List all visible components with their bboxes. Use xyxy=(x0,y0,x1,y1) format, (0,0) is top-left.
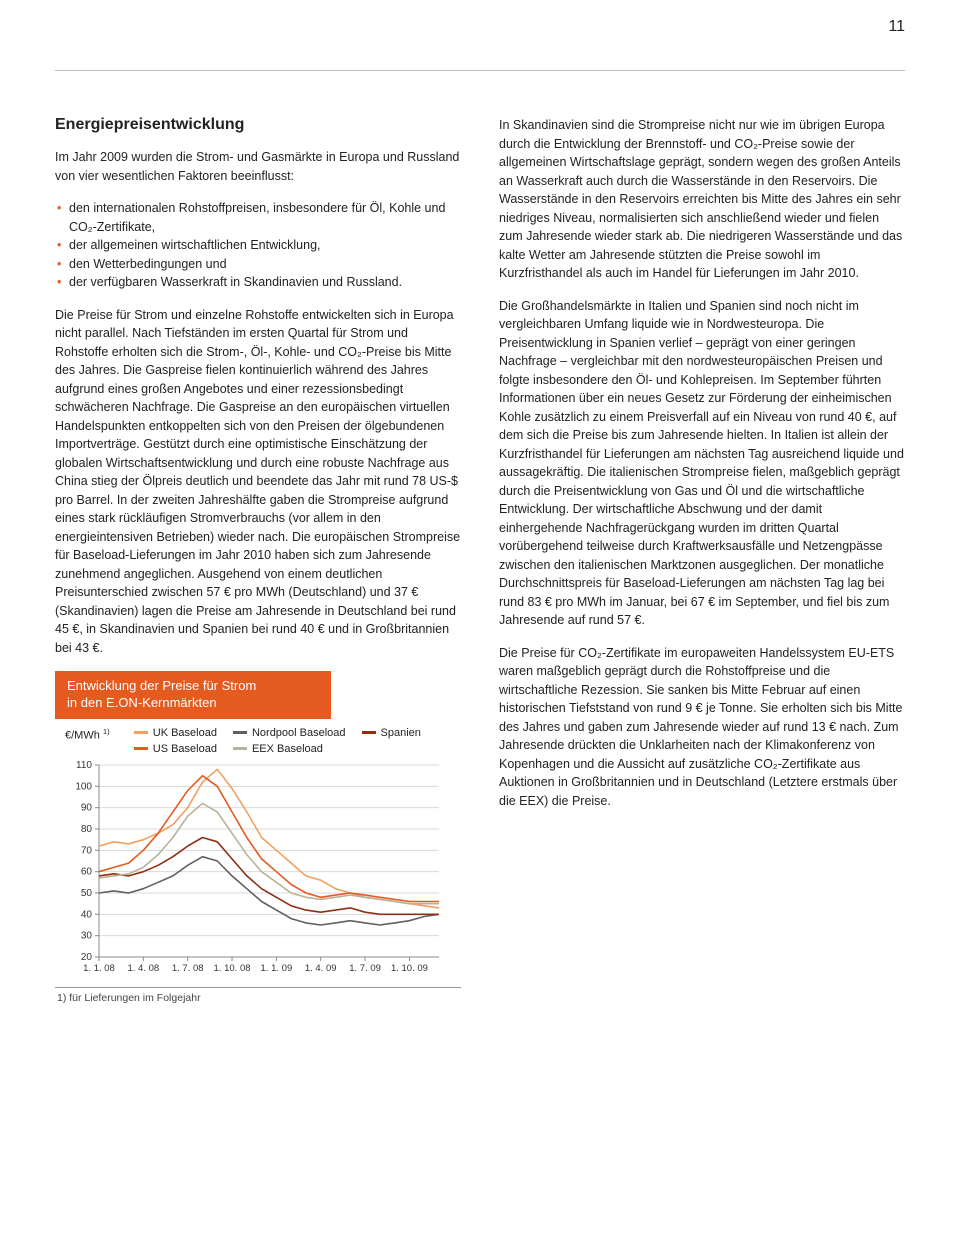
svg-text:1. 10. 08: 1. 10. 08 xyxy=(214,963,251,974)
legend-label: EEX Baseload xyxy=(252,743,323,755)
svg-text:1. 7. 09: 1. 7. 09 xyxy=(349,963,381,974)
legend-items: UK Baseload Nordpool Baseload Spanien US Ba… xyxy=(134,727,451,755)
legend-item: EEX Baseload xyxy=(233,743,323,755)
svg-text:1. 4. 08: 1. 4. 08 xyxy=(127,963,159,974)
legend-swatch xyxy=(134,747,148,750)
svg-text:20: 20 xyxy=(81,952,93,963)
legend-label: Nordpool Baseload xyxy=(252,727,346,739)
list-item: den internationalen Rohstoffpreisen, ins… xyxy=(55,199,461,236)
svg-text:1. 7. 08: 1. 7. 08 xyxy=(172,963,204,974)
svg-text:1. 1. 08: 1. 1. 08 xyxy=(83,963,115,974)
svg-text:30: 30 xyxy=(81,930,93,941)
list-item: der allgemeinen wirtschaftlichen Entwick… xyxy=(55,236,461,255)
page: 11 Energiepreisentwicklung Im Jahr 2009 … xyxy=(0,0,960,1044)
chart-title-line1: Entwicklung der Preise für Strom xyxy=(67,678,256,693)
chart-plot: 110 100 90 80 70 60 50 40 30 201. 1. 08 1. 4. 08 1.… xyxy=(65,759,445,979)
two-column-layout: Energiepreisentwicklung Im Jahr 2009 wur… xyxy=(55,116,905,1004)
svg-text:80: 80 xyxy=(81,824,93,835)
chart-footnote: 1) für Lieferungen im Folgejahr xyxy=(55,988,461,1004)
legend-label: UK Baseload xyxy=(153,727,217,739)
svg-text:1. 10. 09: 1. 10. 09 xyxy=(391,963,428,974)
svg-text:110: 110 xyxy=(76,760,92,771)
legend-item: US Baseload xyxy=(134,743,217,755)
legend-item: Spanien xyxy=(362,727,421,739)
chart-title-line2: in den E.ON-Kernmärkten xyxy=(67,695,217,710)
svg-text:1. 4. 09: 1. 4. 09 xyxy=(305,963,337,974)
legend-item: UK Baseload xyxy=(134,727,217,739)
svg-text:50: 50 xyxy=(81,888,93,899)
body-paragraph: In Skandinavien sind die Strompreise nic… xyxy=(499,116,905,283)
legend-item: Nordpool Baseload xyxy=(233,727,346,739)
chart-legend: €/MWh 1) UK Baseload Nordpool Baseload Spa… xyxy=(65,727,451,755)
legend-label: Spanien xyxy=(381,727,421,739)
chart-title: Entwicklung der Preise für Strom in den … xyxy=(55,671,331,719)
right-column: In Skandinavien sind die Strompreise nic… xyxy=(499,116,905,1004)
price-chart: Entwicklung der Preise für Strom in den … xyxy=(55,671,461,1004)
legend-swatch xyxy=(233,747,247,750)
legend-swatch xyxy=(362,731,376,734)
svg-text:60: 60 xyxy=(81,866,93,877)
svg-text:90: 90 xyxy=(81,802,93,813)
svg-text:1. 1. 09: 1. 1. 09 xyxy=(261,963,293,974)
legend-swatch xyxy=(233,731,247,734)
chart-body: €/MWh 1) UK Baseload Nordpool Baseload Spa… xyxy=(55,719,461,988)
intro-paragraph: Im Jahr 2009 wurden die Strom- und Gasmä… xyxy=(55,148,461,185)
legend-swatch xyxy=(134,731,148,734)
factor-list: den internationalen Rohstoffpreisen, ins… xyxy=(55,199,461,292)
legend-label: US Baseload xyxy=(153,743,217,755)
page-number: 11 xyxy=(888,18,905,36)
svg-text:40: 40 xyxy=(81,909,93,920)
body-paragraph: Die Preise für CO₂-Zertifikate im europa… xyxy=(499,644,905,811)
svg-text:70: 70 xyxy=(81,845,93,856)
top-rule xyxy=(55,70,905,71)
section-heading: Energiepreisentwicklung xyxy=(55,116,461,134)
body-paragraph: Die Preise für Strom und einzelne Rohsto… xyxy=(55,306,461,658)
list-item: den Wetterbedingungen und xyxy=(55,255,461,274)
chart-y-unit: €/MWh 1) xyxy=(65,727,110,742)
left-column: Energiepreisentwicklung Im Jahr 2009 wur… xyxy=(55,116,461,1004)
svg-text:100: 100 xyxy=(75,781,92,792)
body-paragraph: Die Großhandelsmärkte in Italien und Spa… xyxy=(499,297,905,630)
list-item: der verfügbaren Wasserkraft in Skandinav… xyxy=(55,273,461,292)
